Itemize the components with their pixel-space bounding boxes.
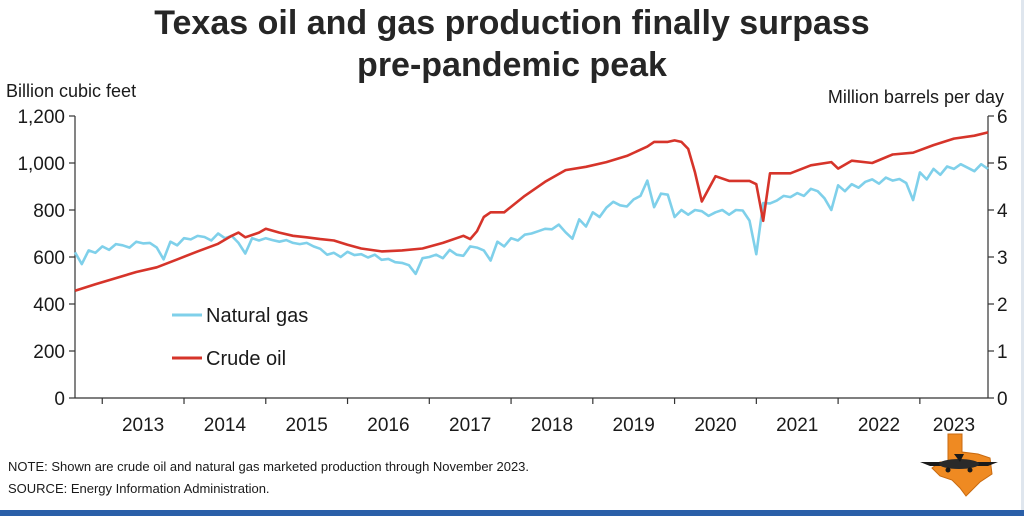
legend-label-oil: Crude oil [206,348,286,370]
bottom-border [0,510,1024,516]
crude-oil-line [74,131,989,293]
x-tick-label: 2019 [613,415,655,436]
note-text: NOTE: Shown are crude oil and natural ga… [8,459,530,474]
title-line-1: Texas oil and gas production finally sur… [154,4,870,42]
right-axis-label: Million barrels per day [828,87,1004,107]
x-tick-label: 2018 [531,415,573,436]
source-text: SOURCE: Energy Information Administratio… [8,481,270,496]
left-tick-label: 400 [33,295,65,316]
legend-label-gas: Natural gas [206,305,308,327]
natural-gas-line [73,162,989,276]
left-tick-label: 1,200 [17,107,65,128]
x-tick-label: 2013 [122,415,164,436]
x-tick-label: 2020 [694,415,736,436]
x-tick-label: 2015 [286,415,328,436]
chart-svg: Billion cubic feet Million barrels per d… [6,81,1008,436]
right-tick-label: 2 [997,295,1008,316]
axes: 0 200 400 600 800 1,000 1,200 0 1 2 3 4 5 6 2013 2014 20… [17,107,1008,436]
x-tick-label: 2022 [858,415,900,436]
x-tick-label: 2021 [776,415,818,436]
left-tick-label: 800 [33,201,65,222]
chart-title: Texas oil and gas production finally sur… [0,2,1024,86]
x-tick-label: 2017 [449,415,491,436]
left-axis-label: Billion cubic feet [6,81,136,101]
title-line-2: pre-pandemic peak [357,46,667,84]
right-tick-label: 3 [997,248,1008,269]
legend: Natural gas Crude oil [172,305,308,370]
x-tick-label: 2016 [367,415,409,436]
x-tick-label: 2023 [933,415,975,436]
left-tick-label: 0 [54,389,65,410]
series-lines [73,131,989,293]
right-tick-label: 5 [997,154,1008,175]
left-tick-label: 200 [33,342,65,363]
right-tick-label: 0 [997,389,1008,410]
left-tick-label: 600 [33,248,65,269]
left-tick-label: 1,000 [17,154,65,175]
right-tick-label: 6 [997,107,1008,128]
right-tick-label: 1 [997,342,1008,363]
x-tick-label: 2014 [204,415,247,436]
right-border [1021,0,1024,516]
texas-airplane-logo-icon [920,433,998,497]
right-tick-label: 4 [997,201,1008,222]
